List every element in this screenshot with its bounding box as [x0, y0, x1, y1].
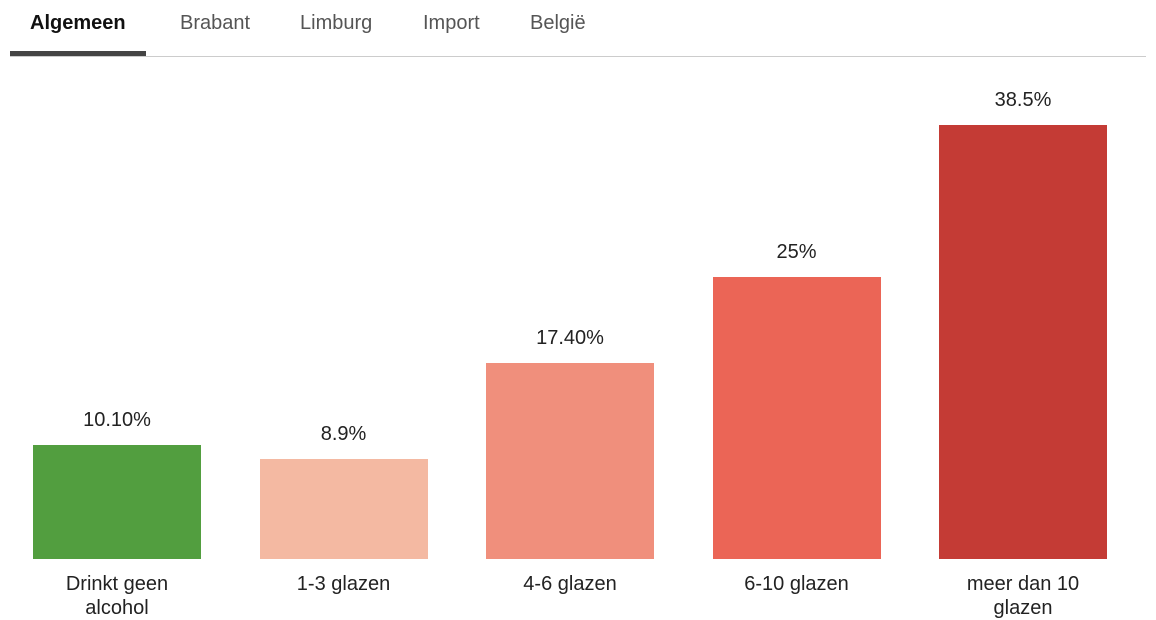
value-label: 10.10% [83, 409, 151, 432]
value-label: 38.5% [994, 89, 1052, 112]
category-label: 6-10 glazen [744, 573, 849, 595]
value-label: 25% [776, 241, 817, 264]
category-label: 4-6 glazen [523, 573, 617, 595]
bar [712, 277, 881, 559]
tab[interactable]: Import [423, 12, 480, 34]
tab[interactable]: Brabant [180, 12, 251, 34]
bar [259, 458, 428, 559]
category-label: 1-3 glazen [296, 573, 391, 595]
tab[interactable]: Limburg [300, 12, 373, 34]
tab-divider [10, 56, 1146, 57]
bar [486, 362, 654, 559]
bar [939, 125, 1107, 559]
active-tab-indicator [10, 51, 146, 56]
bar [33, 445, 201, 559]
category-label: Drinkt geen alcohol [65, 573, 169, 619]
tab[interactable]: België [530, 12, 586, 34]
category-label: meer dan 10 glazen [966, 573, 1080, 619]
tab[interactable]: Algemeen [30, 12, 126, 34]
value-label: 17.40% [536, 326, 604, 349]
value-label: 8.9% [320, 422, 367, 445]
